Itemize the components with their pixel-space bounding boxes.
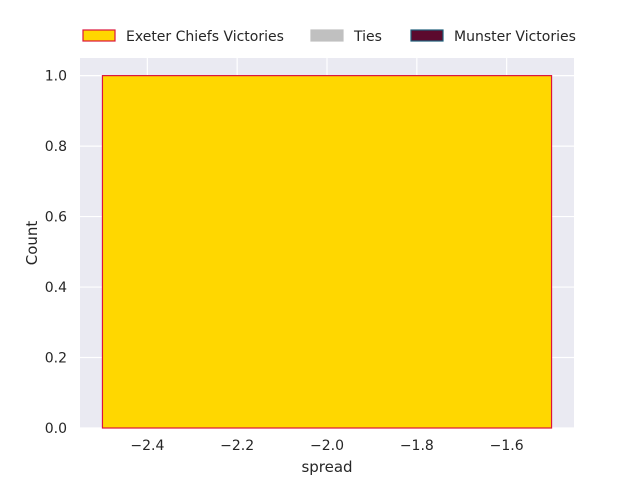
x-tick-label: −1.8 bbox=[400, 438, 434, 454]
x-tick-label: −2.0 bbox=[310, 438, 344, 454]
legend-swatch bbox=[82, 29, 116, 42]
legend: Exeter Chiefs Victories Ties Munster Victo… bbox=[82, 29, 576, 45]
y-axis-label: Count bbox=[23, 221, 41, 266]
x-axis-ticks: −2.4 −2.2 −2.0 −1.8 −1.6 bbox=[130, 438, 523, 454]
y-tick-label: 0.0 bbox=[45, 421, 67, 437]
x-tick-label: −2.4 bbox=[130, 438, 164, 454]
x-tick-label: −1.6 bbox=[490, 438, 524, 454]
y-tick-label: 1.0 bbox=[45, 69, 67, 85]
bars bbox=[101, 75, 553, 429]
x-axis-label: spread bbox=[301, 458, 352, 476]
y-tick-label: 0.8 bbox=[45, 139, 67, 155]
y-tick-label: 0.6 bbox=[45, 210, 67, 226]
x-tick-label: −2.2 bbox=[220, 438, 254, 454]
legend-swatch bbox=[310, 29, 344, 42]
y-axis-ticks: 0.0 0.2 0.4 0.6 0.8 1.0 bbox=[45, 69, 67, 437]
legend-label: Ties bbox=[353, 29, 382, 45]
legend-label: Exeter Chiefs Victories bbox=[126, 29, 284, 45]
legend-label: Munster Victories bbox=[454, 29, 576, 45]
y-tick-label: 0.4 bbox=[45, 280, 67, 296]
y-tick-label: 0.2 bbox=[45, 351, 67, 367]
legend-swatch bbox=[410, 29, 444, 42]
histogram-bar bbox=[101, 75, 553, 429]
